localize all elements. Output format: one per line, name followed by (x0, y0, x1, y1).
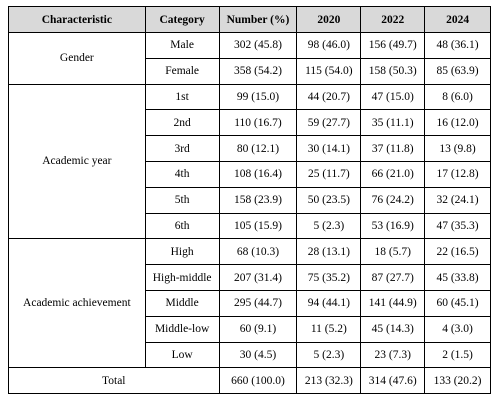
value-cell: 16 (12.0) (424, 109, 491, 137)
value-cell: 59 (27.7) (296, 109, 362, 137)
value-cell: 98 (46.0) (296, 32, 362, 59)
value-cell: 48 (36.1) (424, 32, 491, 59)
group-label: Academic achievement (8, 238, 146, 369)
value-cell: 5 (2.3) (296, 212, 362, 240)
category-cell: High-middle (144, 264, 220, 291)
category-cell: 3rd (144, 135, 220, 162)
value-cell: 28 (13.1) (296, 238, 362, 266)
category-cell: 1st (144, 83, 220, 111)
category-cell: Male (144, 32, 220, 59)
value-cell: 213 (32.3) (296, 367, 362, 395)
category-cell: 6th (144, 212, 220, 240)
value-cell: 295 (44.7) (218, 289, 298, 317)
value-cell: 8 (6.0) (424, 83, 491, 111)
value-cell: 302 (45.8) (218, 32, 298, 59)
category-cell: Low (144, 341, 220, 369)
table-row: Academic year 1st 99 (15.0) 44 (20.7) 47 (15… (8, 83, 491, 240)
value-cell: 53 (16.9) (360, 212, 426, 240)
value-cell: 60 (9.1) (218, 315, 298, 343)
value-cell: 18 (5.7) (360, 238, 426, 266)
total-label: Total (8, 367, 220, 395)
value-cell: 358 (54.2) (218, 57, 298, 85)
total-row: Total 660 (100.0) 213 (32.3) 314 (47.6) 133 … (8, 367, 491, 395)
value-cell: 60 (45.1) (424, 289, 491, 317)
header-cell: Category (144, 6, 220, 33)
value-cell: 44 (20.7) (296, 83, 362, 111)
value-cell: 32 (24.1) (424, 186, 491, 214)
value-cell: 207 (31.4) (218, 264, 298, 291)
category-cell: Middle (144, 289, 220, 317)
value-cell: 35 (11.1) (360, 109, 426, 137)
value-cell: 50 (23.5) (296, 186, 362, 214)
group-label: Academic year (8, 83, 146, 240)
value-cell: 115 (54.0) (296, 57, 362, 85)
category-cell: High (144, 238, 220, 266)
value-cell: 45 (14.3) (360, 315, 426, 343)
value-cell: 47 (15.0) (360, 83, 426, 111)
table-row: Academic achievement High 68 (10.3) 28 (13.… (8, 238, 491, 369)
value-cell: 75 (35.2) (296, 264, 362, 291)
value-cell: 108 (16.4) (218, 160, 298, 188)
header-cell: Number (%) (218, 6, 298, 33)
value-cell: 133 (20.2) (424, 367, 491, 395)
value-cell: 13 (9.8) (424, 135, 491, 162)
data-table: Characteristic Category Number (%) 2020 2022… (8, 6, 491, 395)
value-cell: 85 (63.9) (424, 57, 491, 85)
header-cell: 2024 (424, 6, 491, 33)
category-cell: Middle-low (144, 315, 220, 343)
value-cell: 87 (27.7) (360, 264, 426, 291)
table-row: 4th 108 (16.4) 25 (11.7) 66 (21.0) 17 (12.8) (9, 160, 491, 188)
value-cell: 30 (14.1) (296, 135, 362, 162)
value-cell: 11 (5.2) (296, 315, 362, 343)
value-cell: 94 (44.1) (296, 289, 362, 317)
value-cell: 5 (2.3) (296, 341, 362, 369)
value-cell: 99 (15.0) (218, 83, 298, 111)
value-cell: 66 (21.0) (360, 160, 426, 188)
value-cell: 2 (1.5) (424, 341, 491, 369)
header-cell: 2020 (296, 6, 362, 33)
table-row: 5th 158 (23.9) 50 (23.5) 76 (24.2) 32 (24.1) (9, 186, 491, 214)
value-cell: 37 (11.8) (360, 135, 426, 162)
table-row: Female 358 (54.2) 115 (54.0) 158 (50.3) 85 (… (9, 57, 491, 85)
value-cell: 314 (47.6) (360, 367, 426, 395)
value-cell: 158 (50.3) (360, 57, 426, 85)
value-cell: 17 (12.8) (424, 160, 491, 188)
value-cell: 80 (12.1) (218, 135, 298, 162)
value-cell: 156 (49.7) (360, 32, 426, 59)
value-cell: 105 (15.9) (218, 212, 298, 240)
category-cell: 2nd (144, 109, 220, 137)
table-row: Low 30 (4.5) 5 (2.3) 23 (7.3) 2 (1.5) (9, 341, 491, 369)
table-row: Middle-low 60 (9.1) 11 (5.2) 45 (14.3) 4 (3.… (9, 315, 491, 343)
category-cell: 4th (144, 160, 220, 188)
table-row: 3rd 80 (12.1) 30 (14.1) 37 (11.8) 13 (9.8) (9, 135, 491, 162)
header-cell: Characteristic (8, 6, 146, 33)
value-cell: 76 (24.2) (360, 186, 426, 214)
value-cell: 25 (11.7) (296, 160, 362, 188)
value-cell: 660 (100.0) (218, 367, 298, 395)
category-cell: 5th (144, 186, 220, 214)
value-cell: 22 (16.5) (424, 238, 491, 266)
table-row: 6th 105 (15.9) 5 (2.3) 53 (16.9) 47 (35.3) (9, 212, 491, 240)
value-cell: 45 (33.8) (424, 264, 491, 291)
value-cell: 141 (44.9) (360, 289, 426, 317)
value-cell: 158 (23.9) (218, 186, 298, 214)
group-label: Gender (8, 32, 146, 85)
value-cell: 23 (7.3) (360, 341, 426, 369)
table-row: 2nd 110 (16.7) 59 (27.7) 35 (11.1) 16 (12.0) (9, 109, 491, 137)
table-row: Gender Male 302 (45.8) 98 (46.0) 156 (49.7) 4… (8, 32, 491, 85)
category-cell: Female (144, 57, 220, 85)
value-cell: 110 (16.7) (218, 109, 298, 137)
header-row: Characteristic Category Number (%) 2020 2022… (8, 6, 491, 33)
value-cell: 30 (4.5) (218, 341, 298, 369)
value-cell: 47 (35.3) (424, 212, 491, 240)
value-cell: 4 (3.0) (424, 315, 491, 343)
value-cell: 68 (10.3) (218, 238, 298, 266)
header-cell: 2022 (360, 6, 426, 33)
